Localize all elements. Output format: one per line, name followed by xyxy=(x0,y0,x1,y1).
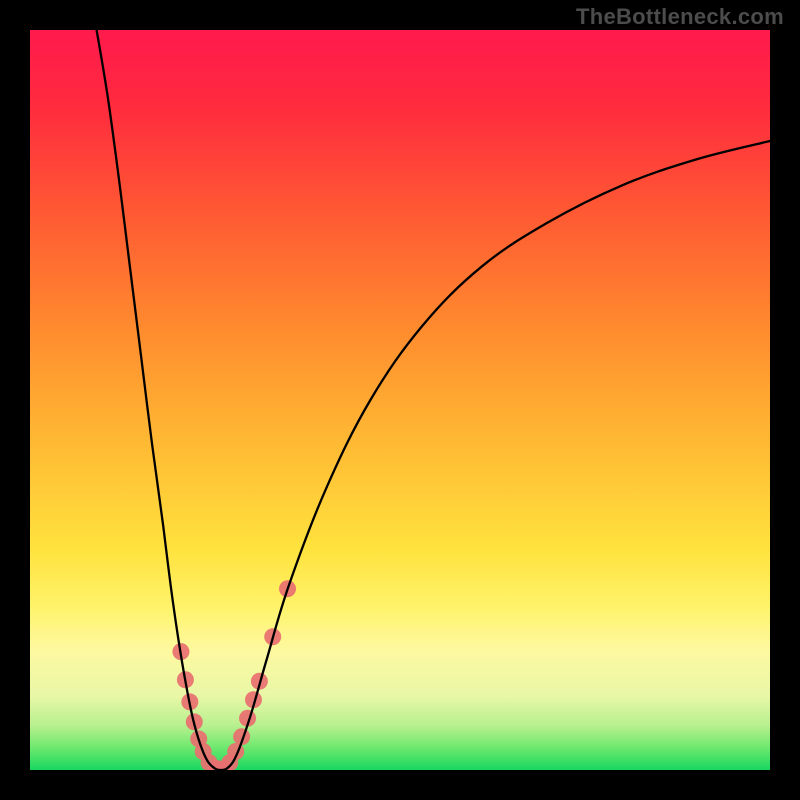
marker-group xyxy=(172,580,296,770)
bottleneck-curve xyxy=(97,30,770,770)
curve-overlay xyxy=(30,30,770,770)
chart-container: TheBottleneck.com xyxy=(0,0,800,800)
plot-area xyxy=(30,30,770,770)
watermark-text: TheBottleneck.com xyxy=(576,4,784,30)
